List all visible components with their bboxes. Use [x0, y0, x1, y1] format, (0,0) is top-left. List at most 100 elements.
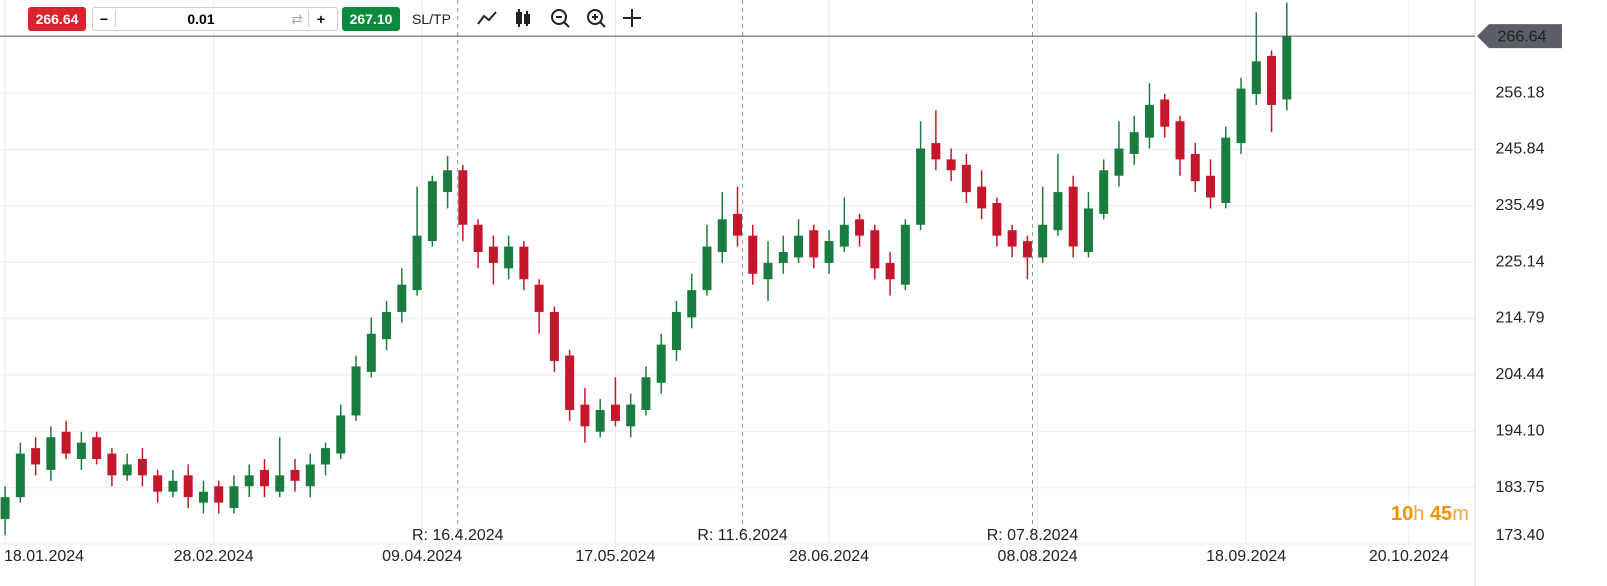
- candle-body: [1267, 55, 1277, 105]
- candle-body: [321, 448, 331, 465]
- candle-body: [488, 246, 498, 263]
- quantity-value[interactable]: 0.01: [187, 11, 215, 27]
- candle-body: [382, 311, 392, 340]
- candle-body: [1251, 61, 1261, 95]
- timer-h: h: [1413, 503, 1425, 525]
- candle-body: [1236, 88, 1246, 144]
- annotation-label: R: 16.4.2024: [412, 527, 504, 544]
- current-price-tag: [1477, 24, 1562, 49]
- decrease-button[interactable]: −: [93, 11, 116, 27]
- candle-body: [549, 311, 559, 361]
- candle-body: [1038, 224, 1048, 258]
- candle-body: [519, 246, 529, 280]
- y-tick-label: 256.18: [1496, 84, 1545, 101]
- candle-body: [641, 377, 651, 410]
- timer-minutes: 45: [1429, 503, 1453, 525]
- countdown: 10h 45m: [1391, 503, 1469, 526]
- candle-body: [824, 241, 834, 263]
- candle-body: [351, 366, 361, 416]
- candle-body: [763, 262, 773, 280]
- candle-body: [15, 453, 25, 498]
- y-tick-label: 194.10: [1496, 422, 1545, 439]
- candle-body: [443, 170, 453, 193]
- candle-body: [748, 235, 758, 274]
- candle-body: [397, 284, 407, 312]
- candle-body: [214, 486, 224, 503]
- candle-body: [412, 235, 422, 291]
- candle-body: [1206, 175, 1216, 198]
- candle-body: [1282, 36, 1292, 100]
- candle-body: [900, 224, 910, 285]
- quantity-input[interactable]: − 0.01 ⇄ +: [92, 7, 338, 31]
- candle-body: [168, 480, 178, 492]
- timer-m: m: [1452, 503, 1469, 525]
- candle-body: [1160, 99, 1170, 127]
- zoom-out-icon[interactable]: [551, 9, 570, 28]
- candle-body: [1068, 186, 1078, 247]
- candle-body: [244, 475, 254, 487]
- candle-body: [687, 290, 697, 318]
- candle-body: [366, 333, 376, 372]
- y-tick-label: 204.44: [1496, 366, 1545, 383]
- candle-body: [137, 459, 147, 476]
- candle-body: [229, 486, 239, 509]
- x-tick-label: 17.05.2024: [575, 548, 655, 565]
- y-tick-label: 173.40: [1496, 527, 1545, 544]
- candle-body: [198, 491, 208, 503]
- x-tick-label: 28.06.2024: [789, 548, 869, 565]
- timer-hours: 10: [1391, 503, 1414, 525]
- candle-body: [610, 404, 620, 421]
- candle-body: [76, 442, 86, 460]
- line-chart-icon[interactable]: [477, 11, 497, 25]
- candle-body: [626, 404, 636, 427]
- buy-button[interactable]: 267.10: [342, 7, 400, 31]
- increase-button[interactable]: +: [308, 11, 333, 27]
- current-price-label: 266.64: [1498, 28, 1547, 45]
- candle-body: [656, 344, 666, 383]
- candle-body: [595, 409, 605, 432]
- zoom-in-icon[interactable]: [587, 9, 606, 28]
- candle-body: [1022, 241, 1032, 258]
- candle-body: [1114, 148, 1124, 176]
- y-tick-label: 183.75: [1496, 479, 1545, 496]
- pan-icon[interactable]: [623, 9, 641, 27]
- candle-body: [794, 235, 804, 258]
- candle-body: [1175, 121, 1185, 160]
- sltp-button[interactable]: SL/TP: [412, 11, 451, 27]
- swap-icon[interactable]: ⇄: [291, 10, 303, 27]
- candle-body: [92, 437, 102, 460]
- candle-icon[interactable]: [516, 9, 530, 27]
- y-tick-label: 245.84: [1496, 141, 1545, 158]
- candle-body: [183, 475, 193, 498]
- candle-body: [473, 224, 483, 253]
- candle-body: [931, 143, 941, 160]
- candle-body: [1053, 192, 1063, 231]
- candle-body: [702, 246, 712, 291]
- candle-body: [290, 469, 300, 481]
- candle-body: [916, 148, 926, 225]
- candle-body: [122, 464, 132, 476]
- candle-body: [0, 497, 10, 519]
- y-tick-label: 214.79: [1496, 310, 1545, 327]
- candle-body: [885, 262, 895, 280]
- candle-body: [1099, 170, 1109, 214]
- x-tick-label: 18.01.2024: [4, 548, 84, 565]
- candle-body: [733, 213, 742, 236]
- candle-body: [259, 469, 269, 487]
- candle-body: [46, 437, 56, 470]
- x-tick-label: 08.08.2024: [998, 548, 1078, 565]
- candle-body: [458, 170, 468, 225]
- candle-body: [1007, 230, 1017, 247]
- candle-body: [336, 415, 346, 454]
- candle-body: [809, 230, 819, 258]
- candle-body: [992, 202, 1002, 236]
- toolbar-icons: [477, 9, 641, 28]
- annotation-label: R: 11.6.2024: [697, 527, 788, 544]
- candle-body: [61, 431, 71, 454]
- candle-body: [671, 311, 681, 351]
- candle-body: [946, 159, 956, 171]
- y-tick-label: 235.49: [1496, 197, 1545, 214]
- sell-button[interactable]: 266.64: [28, 7, 86, 31]
